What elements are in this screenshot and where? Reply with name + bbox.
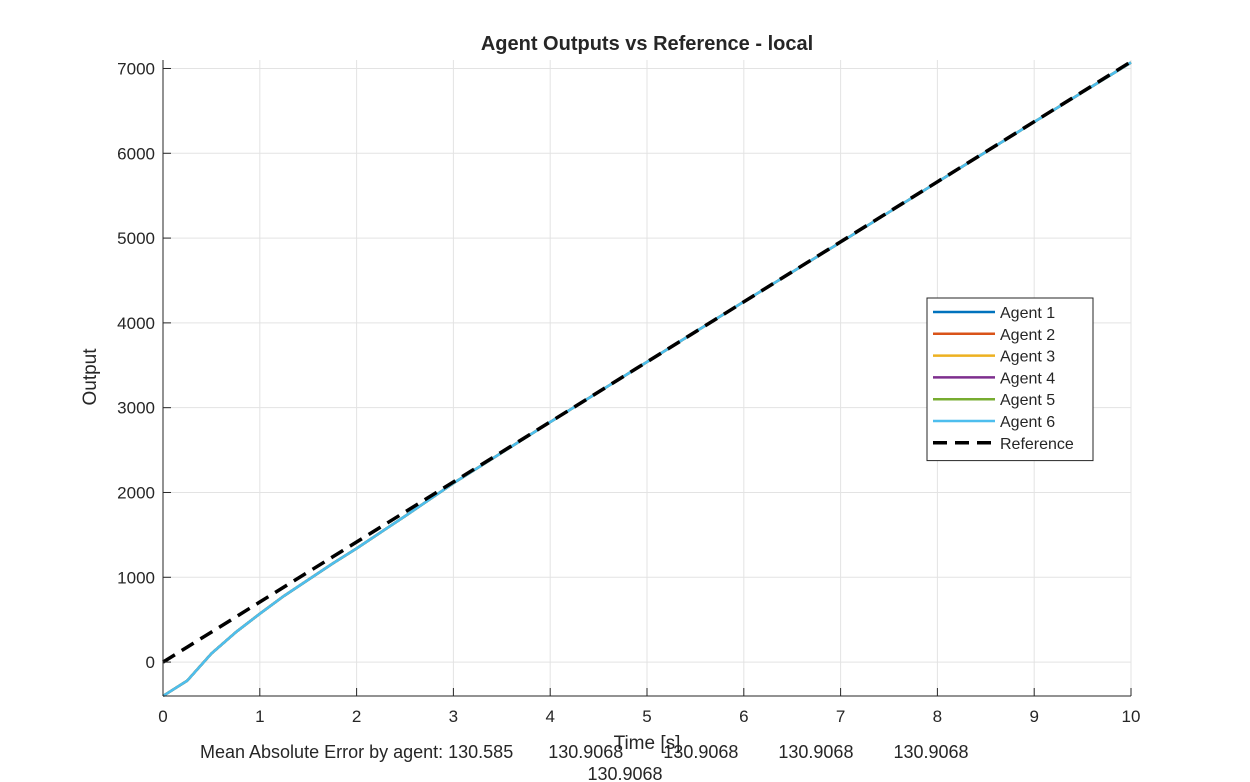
y-tick-label: 5000 — [117, 229, 155, 248]
series-line-7 — [162, 60, 1132, 664]
x-tick-label: 9 — [1029, 707, 1038, 726]
legend-label-3: Agent 3 — [1000, 349, 1055, 366]
y-tick-label: 0 — [146, 653, 155, 672]
y-tick-labels: 0 1000 2000 3000 4000 5000 6000 7000 — [117, 59, 155, 672]
chart-title: Agent Outputs vs Reference - local — [481, 33, 813, 55]
legend: Agent 1 Agent 2 Agent 3 Agent 4 Agent 5 Agent… — [926, 297, 1094, 462]
series-lines — [162, 60, 1132, 698]
x-tick-label: 8 — [933, 707, 942, 726]
y-tick-label: 7000 — [117, 59, 155, 78]
legend-label-2: Agent 2 — [1000, 327, 1055, 344]
legend-label-6: Agent 6 — [1000, 414, 1055, 431]
y-tick-label: 4000 — [117, 314, 155, 333]
x-tick-labels: 0 1 2 3 4 5 6 7 8 9 10 — [158, 707, 1140, 726]
x-axis-label: Time [s] — [614, 733, 681, 754]
x-tick-label: 2 — [352, 707, 361, 726]
x-tick-label: 6 — [739, 707, 748, 726]
x-tick-label: 5 — [642, 707, 651, 726]
mae-annotation-line1: Mean Absolute Error by agent: 130.585 13… — [200, 742, 969, 762]
x-tick-label: 10 — [1122, 707, 1141, 726]
x-tick-label: 4 — [545, 707, 554, 726]
x-tick-label: 1 — [255, 707, 264, 726]
y-axis-label: Output — [80, 348, 101, 406]
legend-label-5: Agent 5 — [1000, 392, 1055, 409]
legend-label-1: Agent 1 — [1000, 305, 1055, 322]
y-tick-label: 6000 — [117, 144, 155, 163]
x-tick-label: 0 — [158, 707, 167, 726]
x-tick-label: 3 — [449, 707, 458, 726]
legend-box — [926, 297, 1094, 462]
legend-label-4: Agent 4 — [1000, 370, 1055, 387]
x-tick-label: 7 — [836, 707, 845, 726]
y-tick-label: 3000 — [117, 399, 155, 418]
legend-label-7: Reference — [1000, 436, 1074, 453]
y-tick-label: 1000 — [117, 568, 155, 587]
axes — [162, 60, 1132, 697]
mae-annotation-line2: 130.9068 — [587, 764, 662, 782]
y-tick-label: 2000 — [117, 483, 155, 502]
